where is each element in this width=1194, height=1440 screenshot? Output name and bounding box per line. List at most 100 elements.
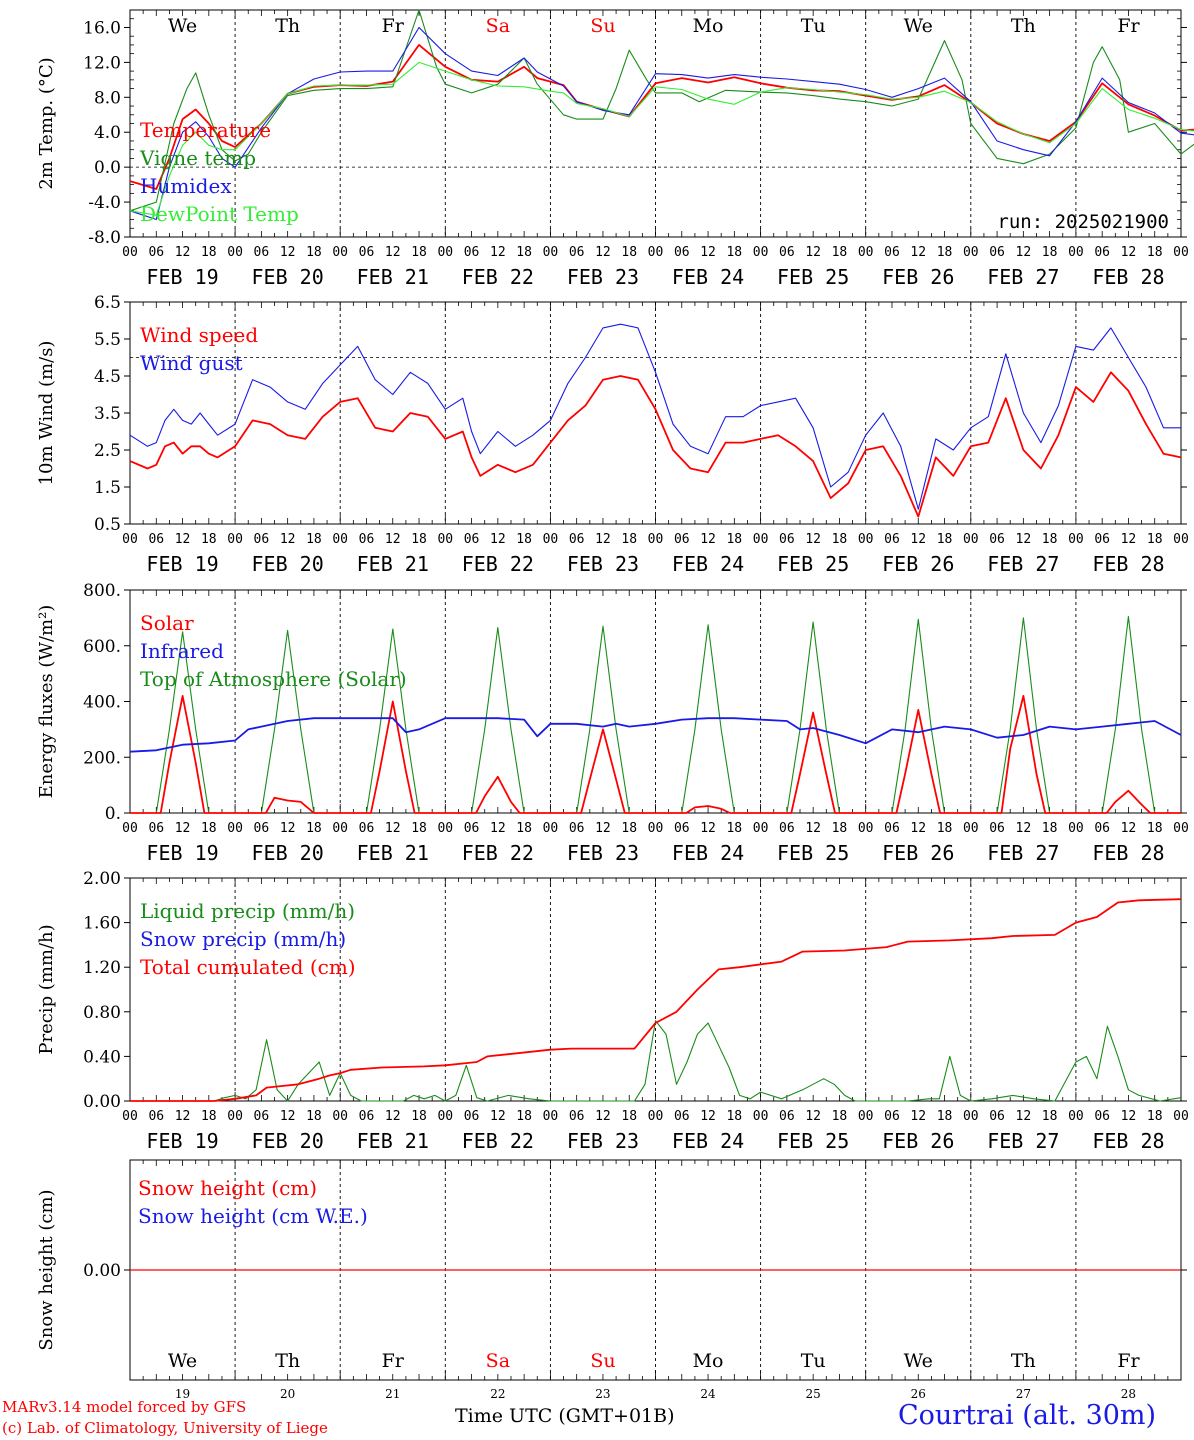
- hour-label: 06: [779, 245, 795, 260]
- hour-label: 06: [464, 245, 480, 260]
- date-label: FEB 19: [146, 265, 218, 289]
- hour-label: 00: [1068, 1109, 1084, 1124]
- date-label: FEB 20: [252, 841, 324, 865]
- hour-label: 00: [753, 532, 769, 547]
- legend-entry: Top of Atmosphere (Solar): [140, 667, 407, 691]
- date-label: FEB 26: [882, 1129, 954, 1153]
- hour-label: 18: [1042, 1109, 1058, 1124]
- hour-label: 12: [700, 245, 716, 260]
- date-label: FEB 27: [987, 841, 1059, 865]
- day-label: Su: [590, 1350, 615, 1372]
- hour-label: 18: [1042, 532, 1058, 547]
- hour-label: 12: [175, 245, 191, 260]
- hour-label: 00: [858, 532, 874, 547]
- date-label: FEB 27: [987, 1129, 1059, 1153]
- y-tick-label: 800.: [83, 581, 121, 601]
- y-tick-label: 0.0: [94, 158, 121, 178]
- legend-entry: Vigne temp: [139, 146, 256, 170]
- hour-label: 06: [989, 1109, 1005, 1124]
- hour-label: 00: [1173, 532, 1189, 547]
- hour-label: 18: [201, 1109, 217, 1124]
- legend-entry: DewPoint Temp: [140, 202, 299, 226]
- y-axis-title: 10m Wind (m/s): [36, 341, 57, 486]
- hour-label: 12: [700, 821, 716, 836]
- hour-label: 06: [674, 821, 690, 836]
- hour-label: 00: [227, 532, 243, 547]
- hour-label: 00: [122, 245, 138, 260]
- y-tick-label: 0.00: [83, 1092, 121, 1112]
- hour-label: 12: [595, 1109, 611, 1124]
- hour-label: 00: [122, 1109, 138, 1124]
- day-number-label: 24: [700, 1387, 716, 1401]
- day-number-label: 19: [175, 1387, 190, 1401]
- hour-label: 12: [910, 821, 926, 836]
- hour-label: 18: [516, 245, 532, 260]
- day-label: We: [168, 15, 197, 37]
- date-label: FEB 19: [146, 1129, 218, 1153]
- hour-label: 00: [1173, 1109, 1189, 1124]
- series-vigne-temp: [129, 9, 1194, 212]
- y-tick-label: 6.5: [94, 293, 121, 313]
- hour-label: 00: [437, 245, 453, 260]
- day-label: Sa: [486, 1350, 510, 1372]
- day-label: Th: [1011, 15, 1036, 37]
- hour-label: 00: [648, 1109, 664, 1124]
- legend-entry: Snow precip (mm/h): [140, 927, 346, 951]
- hour-label: 12: [490, 532, 506, 547]
- day-number-label: 23: [595, 1387, 610, 1401]
- y-tick-label: 400.: [83, 693, 121, 713]
- hour-label: 12: [490, 1109, 506, 1124]
- day-number-label: 21: [385, 1387, 400, 1401]
- hour-label: 18: [201, 821, 217, 836]
- hour-label: 12: [1121, 245, 1137, 260]
- date-label: FEB 24: [672, 265, 744, 289]
- hour-label: 18: [832, 532, 848, 547]
- y-tick-label: 0.80: [83, 1003, 121, 1023]
- day-label: Fr: [1117, 1350, 1140, 1372]
- hour-label: 18: [621, 532, 637, 547]
- hour-label: 00: [332, 1109, 348, 1124]
- series-wind-speed: [129, 371, 1182, 518]
- hour-label: 06: [884, 821, 900, 836]
- date-label: FEB 22: [462, 552, 534, 576]
- legend-entry: Snow height (cm): [138, 1176, 317, 1200]
- hour-label: 18: [937, 1109, 953, 1124]
- hour-label: 18: [306, 1109, 322, 1124]
- day-label: We: [904, 15, 933, 37]
- hour-label: 12: [385, 821, 401, 836]
- legend-entry: Total cumulated (cm): [140, 955, 356, 979]
- hour-label: 00: [1173, 821, 1189, 836]
- y-tick-label: 0.: [105, 804, 121, 824]
- hour-label: 06: [884, 245, 900, 260]
- hour-label: 00: [1068, 532, 1084, 547]
- hour-label: 12: [1121, 821, 1137, 836]
- legend-entry: Infrared: [140, 639, 224, 663]
- hour-label: 18: [937, 821, 953, 836]
- hour-label: 12: [280, 821, 296, 836]
- day-label: Tu: [801, 15, 826, 37]
- series-humidex: [129, 26, 1194, 221]
- y-axis-title: Snow height (cm): [36, 1189, 57, 1350]
- hour-label: 18: [1147, 821, 1163, 836]
- hour-label: 06: [148, 821, 164, 836]
- day-label: Th: [1011, 1350, 1036, 1372]
- hour-label: 18: [726, 1109, 742, 1124]
- hour-label: 00: [753, 821, 769, 836]
- y-tick-label: 200.: [83, 748, 121, 768]
- model-credit: MARv3.14 model forced by GFS: [2, 1398, 247, 1416]
- panel-1: 16.0 12.0 8.0 4.0 0.0 -4.0 -8.0 2m Temp. (°C) We…: [36, 9, 1194, 289]
- date-label: FEB 21: [357, 841, 429, 865]
- hour-label: 12: [805, 532, 821, 547]
- hour-label: 18: [726, 245, 742, 260]
- day-label: Fr: [1117, 15, 1140, 37]
- hour-label: 12: [595, 821, 611, 836]
- hour-label: 12: [700, 532, 716, 547]
- y-tick-label: 0.40: [83, 1047, 121, 1067]
- hour-label: 00: [1068, 245, 1084, 260]
- hour-label: 18: [621, 821, 637, 836]
- panel-4: 2.00 1.60 1.20 0.80 0.40 0.00 Precip (mm/h) Liq…: [36, 869, 1189, 1153]
- hour-label: 18: [1147, 532, 1163, 547]
- series-dewpoint-temp: [129, 61, 1194, 216]
- hour-label: 12: [910, 532, 926, 547]
